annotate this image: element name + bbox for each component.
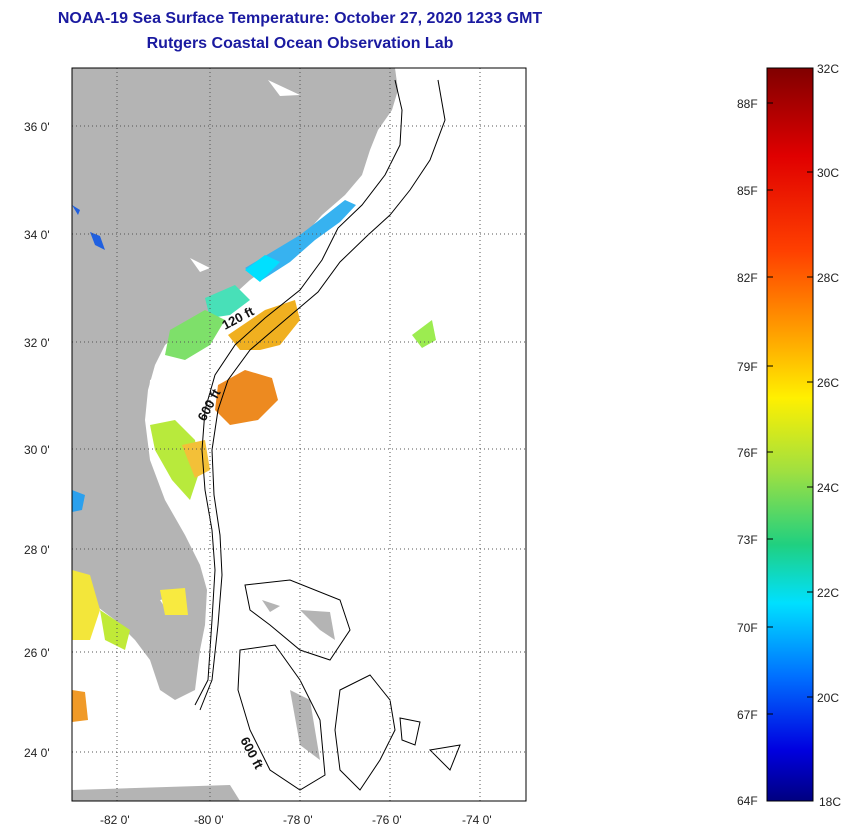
lat-label: 28 0' bbox=[24, 543, 50, 557]
f-label: 85F bbox=[737, 184, 758, 198]
c-label: 18C bbox=[819, 795, 841, 809]
sst-patch bbox=[160, 588, 188, 615]
colorbar-fahrenheit: 88F 85F 82F 79F 76F 73F 70F 67F 64F bbox=[737, 97, 773, 808]
sst-patch bbox=[412, 320, 436, 348]
f-label: 70F bbox=[737, 621, 758, 635]
colorbar-celsius: 32C 30C 28C 26C 24C 22C 20C 18C bbox=[807, 62, 841, 809]
sst-patch bbox=[72, 490, 85, 512]
sst-patch bbox=[228, 300, 300, 350]
lon-label: -76 0' bbox=[372, 813, 402, 827]
contour-120ft bbox=[194, 79, 403, 706]
colorbar-gradient bbox=[766, 67, 814, 802]
f-label: 67F bbox=[737, 708, 758, 722]
lat-label: 24 0' bbox=[24, 746, 50, 760]
lon-label: -80 0' bbox=[194, 813, 224, 827]
sst-patch bbox=[165, 310, 225, 360]
c-label: 32C bbox=[817, 62, 839, 76]
sst-patch bbox=[90, 232, 105, 250]
f-label: 76F bbox=[737, 446, 758, 460]
map-area bbox=[72, 68, 526, 801]
f-label: 88F bbox=[737, 97, 758, 111]
c-label: 22C bbox=[817, 586, 839, 600]
sst-patch bbox=[72, 205, 80, 215]
lon-label: -78 0' bbox=[283, 813, 313, 827]
lake bbox=[268, 80, 300, 96]
island bbox=[72, 785, 240, 801]
c-label: 24C bbox=[817, 481, 839, 495]
f-label: 79F bbox=[737, 360, 758, 374]
contour-bahamas bbox=[428, 744, 461, 771]
land-mainland bbox=[72, 68, 398, 700]
sst-patch bbox=[205, 285, 250, 318]
island bbox=[300, 610, 335, 640]
sst-patch bbox=[100, 610, 130, 650]
sst-patch bbox=[245, 255, 280, 282]
contour-bahamas bbox=[334, 674, 396, 791]
c-label: 26C bbox=[817, 376, 839, 390]
f-label: 64F bbox=[737, 794, 758, 808]
sst-patch bbox=[72, 690, 88, 722]
cloud-patch bbox=[148, 370, 195, 420]
contour-600ft bbox=[199, 79, 446, 711]
map-subtitle: Rutgers Coastal Ocean Observation Lab bbox=[146, 35, 454, 52]
map-frame bbox=[71, 67, 527, 802]
island bbox=[262, 600, 280, 612]
contour-bahamas bbox=[399, 717, 421, 746]
lat-label: 36 0' bbox=[24, 120, 50, 134]
lake bbox=[190, 258, 210, 272]
f-label: 73F bbox=[737, 533, 758, 547]
c-label: 28C bbox=[817, 271, 839, 285]
c-label: 20C bbox=[817, 691, 839, 705]
lon-label: -74 0' bbox=[462, 813, 492, 827]
sst-patch bbox=[215, 370, 278, 425]
f-label: 82F bbox=[737, 271, 758, 285]
contour-bahamas bbox=[237, 644, 326, 791]
map-title: NOAA-19 Sea Surface Temperature: October… bbox=[57, 10, 543, 27]
lat-label: 32 0' bbox=[24, 336, 50, 350]
contour-bahamas bbox=[244, 579, 351, 661]
lon-label: -82 0' bbox=[100, 813, 130, 827]
sst-patch bbox=[150, 420, 200, 500]
lat-label: 34 0' bbox=[24, 228, 50, 242]
lat-label: 30 0' bbox=[24, 443, 50, 457]
c-label: 30C bbox=[817, 166, 839, 180]
lat-label: 26 0' bbox=[24, 646, 50, 660]
island bbox=[290, 690, 320, 760]
sst-patch bbox=[72, 570, 100, 640]
